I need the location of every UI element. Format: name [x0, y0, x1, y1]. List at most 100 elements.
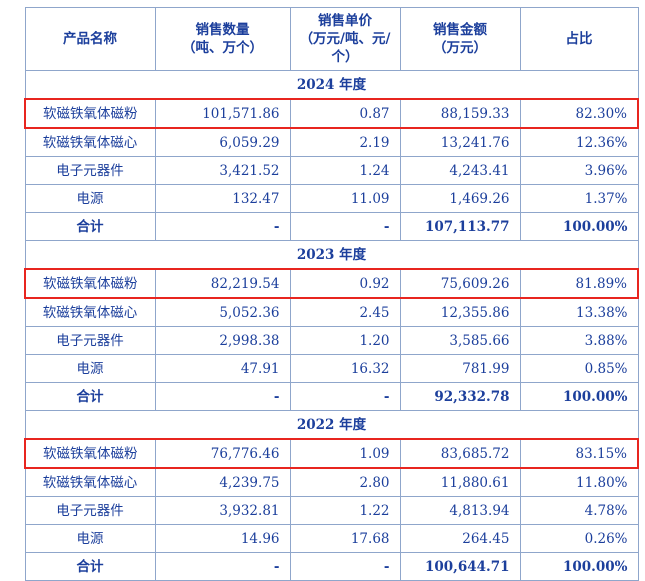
unit-price-cell: -	[289, 212, 401, 241]
product-name-cell: 电源	[24, 524, 156, 553]
table-row: 电源 47.91 16.32 781.99 0.85%	[24, 354, 639, 383]
product-name-cell: 电源	[24, 184, 156, 213]
column-header-amount: 销售金额 （万元）	[399, 7, 521, 71]
unit-price-cell: -	[289, 552, 401, 581]
amount-cell: 83,685.72	[399, 438, 521, 469]
amount-cell: 92,332.78	[399, 382, 521, 411]
unit-price-cell: 2.45	[289, 297, 401, 327]
amount-cell: 100,644.71	[399, 552, 521, 581]
unit-price-cell: 0.92	[289, 268, 401, 299]
table-row: 软磁铁氧体磁心 6,059.29 2.19 13,241.76 12.36%	[24, 127, 639, 157]
year-section-row-2024: 2024 年度	[24, 70, 639, 100]
amount-cell: 4,813.94	[399, 496, 521, 525]
quantity-cell: 101,571.86	[154, 98, 291, 129]
column-header-unit-price-unit: （万元/吨、元/个）	[299, 31, 391, 65]
total-label-cell: 合计	[24, 382, 156, 411]
share-cell: 81.89%	[519, 268, 639, 299]
column-header-amount-title: 销售金额	[433, 22, 487, 38]
year-label: 2023 年度	[24, 240, 639, 270]
quantity-cell: -	[154, 382, 291, 411]
share-cell: 13.38%	[519, 297, 639, 327]
unit-price-cell: 16.32	[289, 354, 401, 383]
quantity-cell: 2,998.38	[154, 326, 291, 355]
quantity-cell: 132.47	[154, 184, 291, 213]
table-row: 电子元器件 3,421.52 1.24 4,243.41 3.96%	[24, 156, 639, 185]
amount-cell: 107,113.77	[399, 212, 521, 241]
quantity-cell: -	[154, 212, 291, 241]
unit-price-cell: 0.87	[289, 98, 401, 129]
column-header-amount-unit: （万元）	[433, 40, 487, 56]
unit-price-cell: 2.80	[289, 467, 401, 497]
quantity-cell: 14.96	[154, 524, 291, 553]
share-cell: 12.36%	[519, 127, 639, 157]
quantity-cell: 5,052.36	[154, 297, 291, 327]
share-cell: 0.85%	[519, 354, 639, 383]
quantity-cell: 4,239.75	[154, 467, 291, 497]
unit-price-cell: 1.24	[289, 156, 401, 185]
table-row: 电源 14.96 17.68 264.45 0.26%	[24, 524, 639, 553]
share-cell: 100.00%	[519, 382, 639, 411]
column-header-unit-price-title: 销售单价	[318, 13, 372, 29]
year-section-row-2022: 2022 年度	[24, 410, 639, 440]
column-header-product-name: 产品名称	[24, 7, 156, 71]
table-row-highlighted: 软磁铁氧体磁粉 76,776.46 1.09 83,685.72 83.15%	[24, 438, 639, 469]
amount-cell: 11,880.61	[399, 467, 521, 497]
unit-price-cell: 11.09	[289, 184, 401, 213]
amount-cell: 12,355.86	[399, 297, 521, 327]
table-row: 软磁铁氧体磁心 5,052.36 2.45 12,355.86 13.38%	[24, 297, 639, 327]
product-name-cell: 软磁铁氧体磁粉	[24, 268, 156, 299]
quantity-cell: 6,059.29	[154, 127, 291, 157]
share-cell: 4.78%	[519, 496, 639, 525]
share-cell: 3.88%	[519, 326, 639, 355]
column-header-share: 占比	[519, 7, 639, 71]
unit-price-cell: 2.19	[289, 127, 401, 157]
product-name-cell: 软磁铁氧体磁粉	[24, 438, 156, 469]
total-row: 合计 - - 100,644.71 100.00%	[24, 552, 639, 581]
total-row: 合计 - - 92,332.78 100.00%	[24, 382, 639, 411]
quantity-cell: 3,932.81	[154, 496, 291, 525]
amount-cell: 1,469.26	[399, 184, 521, 213]
total-row: 合计 - - 107,113.77 100.00%	[24, 212, 639, 241]
table-row: 电子元器件 3,932.81 1.22 4,813.94 4.78%	[24, 496, 639, 525]
product-name-cell: 电子元器件	[24, 156, 156, 185]
unit-price-cell: 1.22	[289, 496, 401, 525]
amount-cell: 75,609.26	[399, 268, 521, 299]
unit-price-cell: 1.09	[289, 438, 401, 469]
quantity-cell: 76,776.46	[154, 438, 291, 469]
year-label: 2022 年度	[24, 410, 639, 440]
quantity-cell: 82,219.54	[154, 268, 291, 299]
product-name-cell: 电子元器件	[24, 496, 156, 525]
amount-cell: 3,585.66	[399, 326, 521, 355]
column-header-quantity-unit: （吨、万个）	[182, 40, 263, 56]
amount-cell: 264.45	[399, 524, 521, 553]
share-cell: 3.96%	[519, 156, 639, 185]
year-section-row-2023: 2023 年度	[24, 240, 639, 270]
product-name-cell: 软磁铁氧体磁心	[24, 467, 156, 497]
share-cell: 83.15%	[519, 438, 639, 469]
quantity-cell: 47.91	[154, 354, 291, 383]
share-cell: 100.00%	[519, 212, 639, 241]
table-row: 电子元器件 2,998.38 1.20 3,585.66 3.88%	[24, 326, 639, 355]
unit-price-cell: 1.20	[289, 326, 401, 355]
amount-cell: 781.99	[399, 354, 521, 383]
total-label-cell: 合计	[24, 552, 156, 581]
column-header-quantity-title: 销售数量	[195, 22, 250, 38]
table-header-row: 产品名称 销售数量 （吨、万个） 销售单价 （万元/吨、元/个） 销售金额 （万…	[24, 7, 639, 71]
product-name-cell: 软磁铁氧体磁心	[24, 127, 156, 157]
product-name-cell: 电源	[24, 354, 156, 383]
total-label-cell: 合计	[24, 212, 156, 241]
share-cell: 0.26%	[519, 524, 639, 553]
product-name-cell: 软磁铁氧体磁粉	[24, 98, 156, 129]
share-cell: 82.30%	[519, 98, 639, 129]
unit-price-cell: 17.68	[289, 524, 401, 553]
share-cell: 11.80%	[519, 467, 639, 497]
amount-cell: 4,243.41	[399, 156, 521, 185]
product-name-cell: 软磁铁氧体磁心	[24, 297, 156, 327]
quantity-cell: 3,421.52	[154, 156, 291, 185]
table-row-highlighted: 软磁铁氧体磁粉 82,219.54 0.92 75,609.26 81.89%	[24, 268, 639, 299]
year-label: 2024 年度	[24, 70, 639, 100]
unit-price-cell: -	[289, 382, 401, 411]
column-header-quantity: 销售数量 （吨、万个）	[154, 7, 291, 71]
table-row: 软磁铁氧体磁心 4,239.75 2.80 11,880.61 11.80%	[24, 467, 639, 497]
product-name-cell: 电子元器件	[24, 326, 156, 355]
